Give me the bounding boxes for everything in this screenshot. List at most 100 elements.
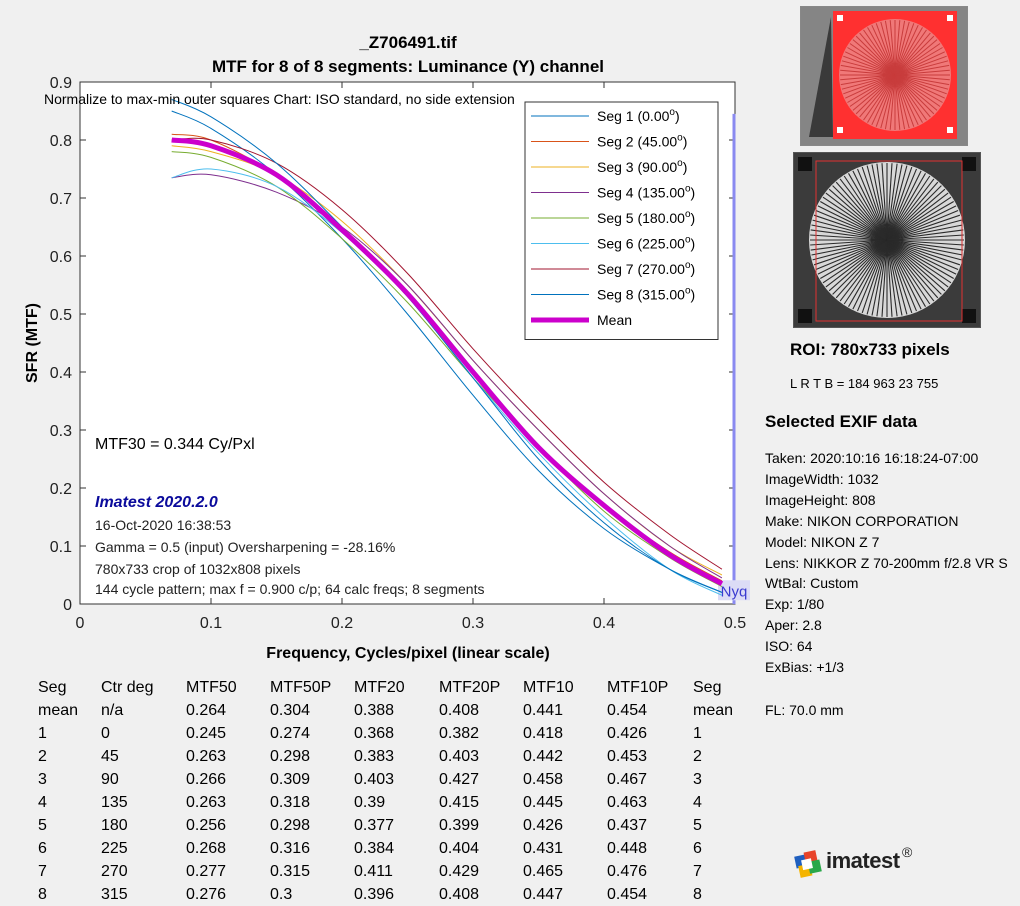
table-cell: 8	[38, 886, 47, 903]
table-cell: 6	[38, 840, 47, 857]
x-tick-label: 0	[76, 615, 85, 632]
legend: Seg 1 (0.00o) Seg 2 (45.00o) Seg 3 (90.00o…	[524, 101, 719, 340]
chart-ray	[894, 74, 927, 121]
chart-ray	[894, 74, 935, 115]
table-cell: 0.263	[186, 748, 227, 765]
curves: Nyq	[171, 98, 750, 604]
table-row: 4 135 0.263 0.318 0.39 0.415 0.445 0.463 4	[38, 791, 743, 814]
table-cell: 0.404	[439, 840, 480, 857]
chart-ray	[815, 239, 888, 271]
table-cell: 2	[38, 748, 47, 765]
nyquist-label-bg	[718, 580, 750, 601]
chart-ray	[894, 35, 935, 76]
chart-ray	[886, 188, 946, 241]
table-cell: 45	[101, 748, 119, 765]
chart-ray	[817, 205, 888, 241]
table-cell: 0.298	[270, 817, 311, 834]
table-cell: 1	[38, 725, 47, 742]
results-table: Seg Ctr deg MTF50 MTF50P MTF20 MTF20P MTF10 MTF…	[38, 676, 743, 906]
chart-ray	[844, 74, 896, 99]
legend-entry: Seg 4 (135.00o)	[597, 184, 695, 201]
chart-ray	[886, 175, 931, 241]
table-cell: 270	[101, 863, 128, 880]
legend-entry: Seg 5 (180.00o)	[597, 209, 695, 226]
table-cell: 0.411	[354, 863, 393, 880]
x-tick-label: 0.3	[462, 615, 484, 632]
chart-ray	[861, 166, 888, 241]
chart-ray	[894, 74, 919, 126]
table-cell: 0.403	[354, 771, 395, 788]
chart-ray	[894, 74, 950, 81]
chart-ray	[859, 32, 896, 76]
table-cell: 0.263	[186, 794, 227, 811]
chart-ray	[876, 163, 888, 241]
y-tick-label: 0.7	[50, 191, 72, 208]
chart-ray	[886, 239, 954, 279]
chart-ray	[812, 219, 888, 241]
chart-ray	[813, 239, 888, 266]
chart-ray	[894, 20, 901, 76]
chart-ray	[894, 69, 950, 76]
table-cell: 4	[38, 794, 47, 811]
chart-ray	[832, 239, 888, 295]
chart-ray	[886, 239, 913, 314]
table-cell: 135	[101, 794, 128, 811]
chart-ray	[856, 168, 888, 241]
x-axis-label: Frequency, Cycles/pixel (linear scale)	[266, 645, 549, 662]
chart-ray	[894, 64, 950, 76]
legend-entry: Seg 1 (0.00o)	[597, 107, 680, 124]
chart-ray	[840, 69, 896, 76]
chart-ray	[886, 239, 893, 317]
chart-ray	[876, 239, 888, 317]
legend-entry: Seg 6 (225.00o)	[597, 235, 695, 252]
table-row: 8 315 0.276 0.3 0.396 0.408 0.447 0.454 8	[38, 883, 743, 906]
chart-ray	[822, 239, 888, 284]
table-cell: 4	[693, 794, 702, 811]
table-row: mean n/a 0.264 0.304 0.388 0.408 0.441 0.454 mea…	[38, 699, 743, 722]
version-label: Imatest 2020.2.0	[95, 494, 218, 511]
chart-ray	[817, 239, 888, 275]
table-cell: 0.408	[439, 702, 480, 719]
chart-ray	[886, 170, 922, 241]
segment-curve-4	[171, 173, 723, 579]
chart-ray	[822, 196, 888, 241]
table-cell: 0.453	[607, 748, 648, 765]
legend-entry: Seg 2 (45.00o)	[597, 133, 687, 150]
table-cell: 7	[38, 863, 47, 880]
table-cell: 0.447	[523, 886, 564, 903]
chart-ray	[884, 74, 896, 130]
chart-ray	[886, 234, 964, 241]
chart-ray	[841, 74, 896, 90]
table-cell: 2	[693, 748, 702, 765]
table-cell: 5	[693, 817, 702, 834]
table-cell: 0.277	[186, 863, 227, 880]
y-axis-label: SFR (MTF)	[24, 303, 41, 383]
chart-ray	[811, 239, 888, 256]
chart-ray	[884, 20, 896, 76]
table-cell: Seg	[693, 679, 722, 696]
table-cell: 0.256	[186, 817, 227, 834]
chart-ray	[894, 74, 915, 127]
axis-ticks: 0 0.1 0.2 0.3 0.4 0.5 0 0.1 0.2 0.3 0.4 0.5 0.6 0.7 0.…	[50, 75, 746, 632]
table-cell: 0.476	[607, 863, 648, 880]
segment-curve-1	[171, 110, 723, 593]
y-tick-label: 0.3	[50, 423, 72, 440]
exif-item: Make: NIKON CORPORATION	[765, 512, 959, 529]
table-cell: Ctr deg	[101, 679, 154, 696]
table-row: 1 0 0.245 0.274 0.368 0.382 0.418 0.426 1	[38, 722, 743, 745]
chart-ray	[852, 39, 896, 76]
logo-registered: ®	[902, 844, 913, 860]
table-cell: 0.388	[354, 702, 395, 719]
chart-ray	[839, 178, 888, 241]
table-cell: 0.377	[354, 817, 395, 834]
date-label: 16-Oct-2020 16:38:53	[95, 517, 231, 533]
table-cell: 0.384	[354, 840, 395, 857]
y-tick-label: 0	[63, 597, 72, 614]
chart-ray	[894, 24, 919, 76]
chart-ray	[886, 239, 949, 288]
chart-ray	[852, 74, 896, 111]
chart-ray	[855, 35, 896, 76]
chart-ray	[894, 23, 915, 76]
table-cell: 0.437	[607, 817, 648, 834]
chart-ray	[894, 74, 906, 130]
